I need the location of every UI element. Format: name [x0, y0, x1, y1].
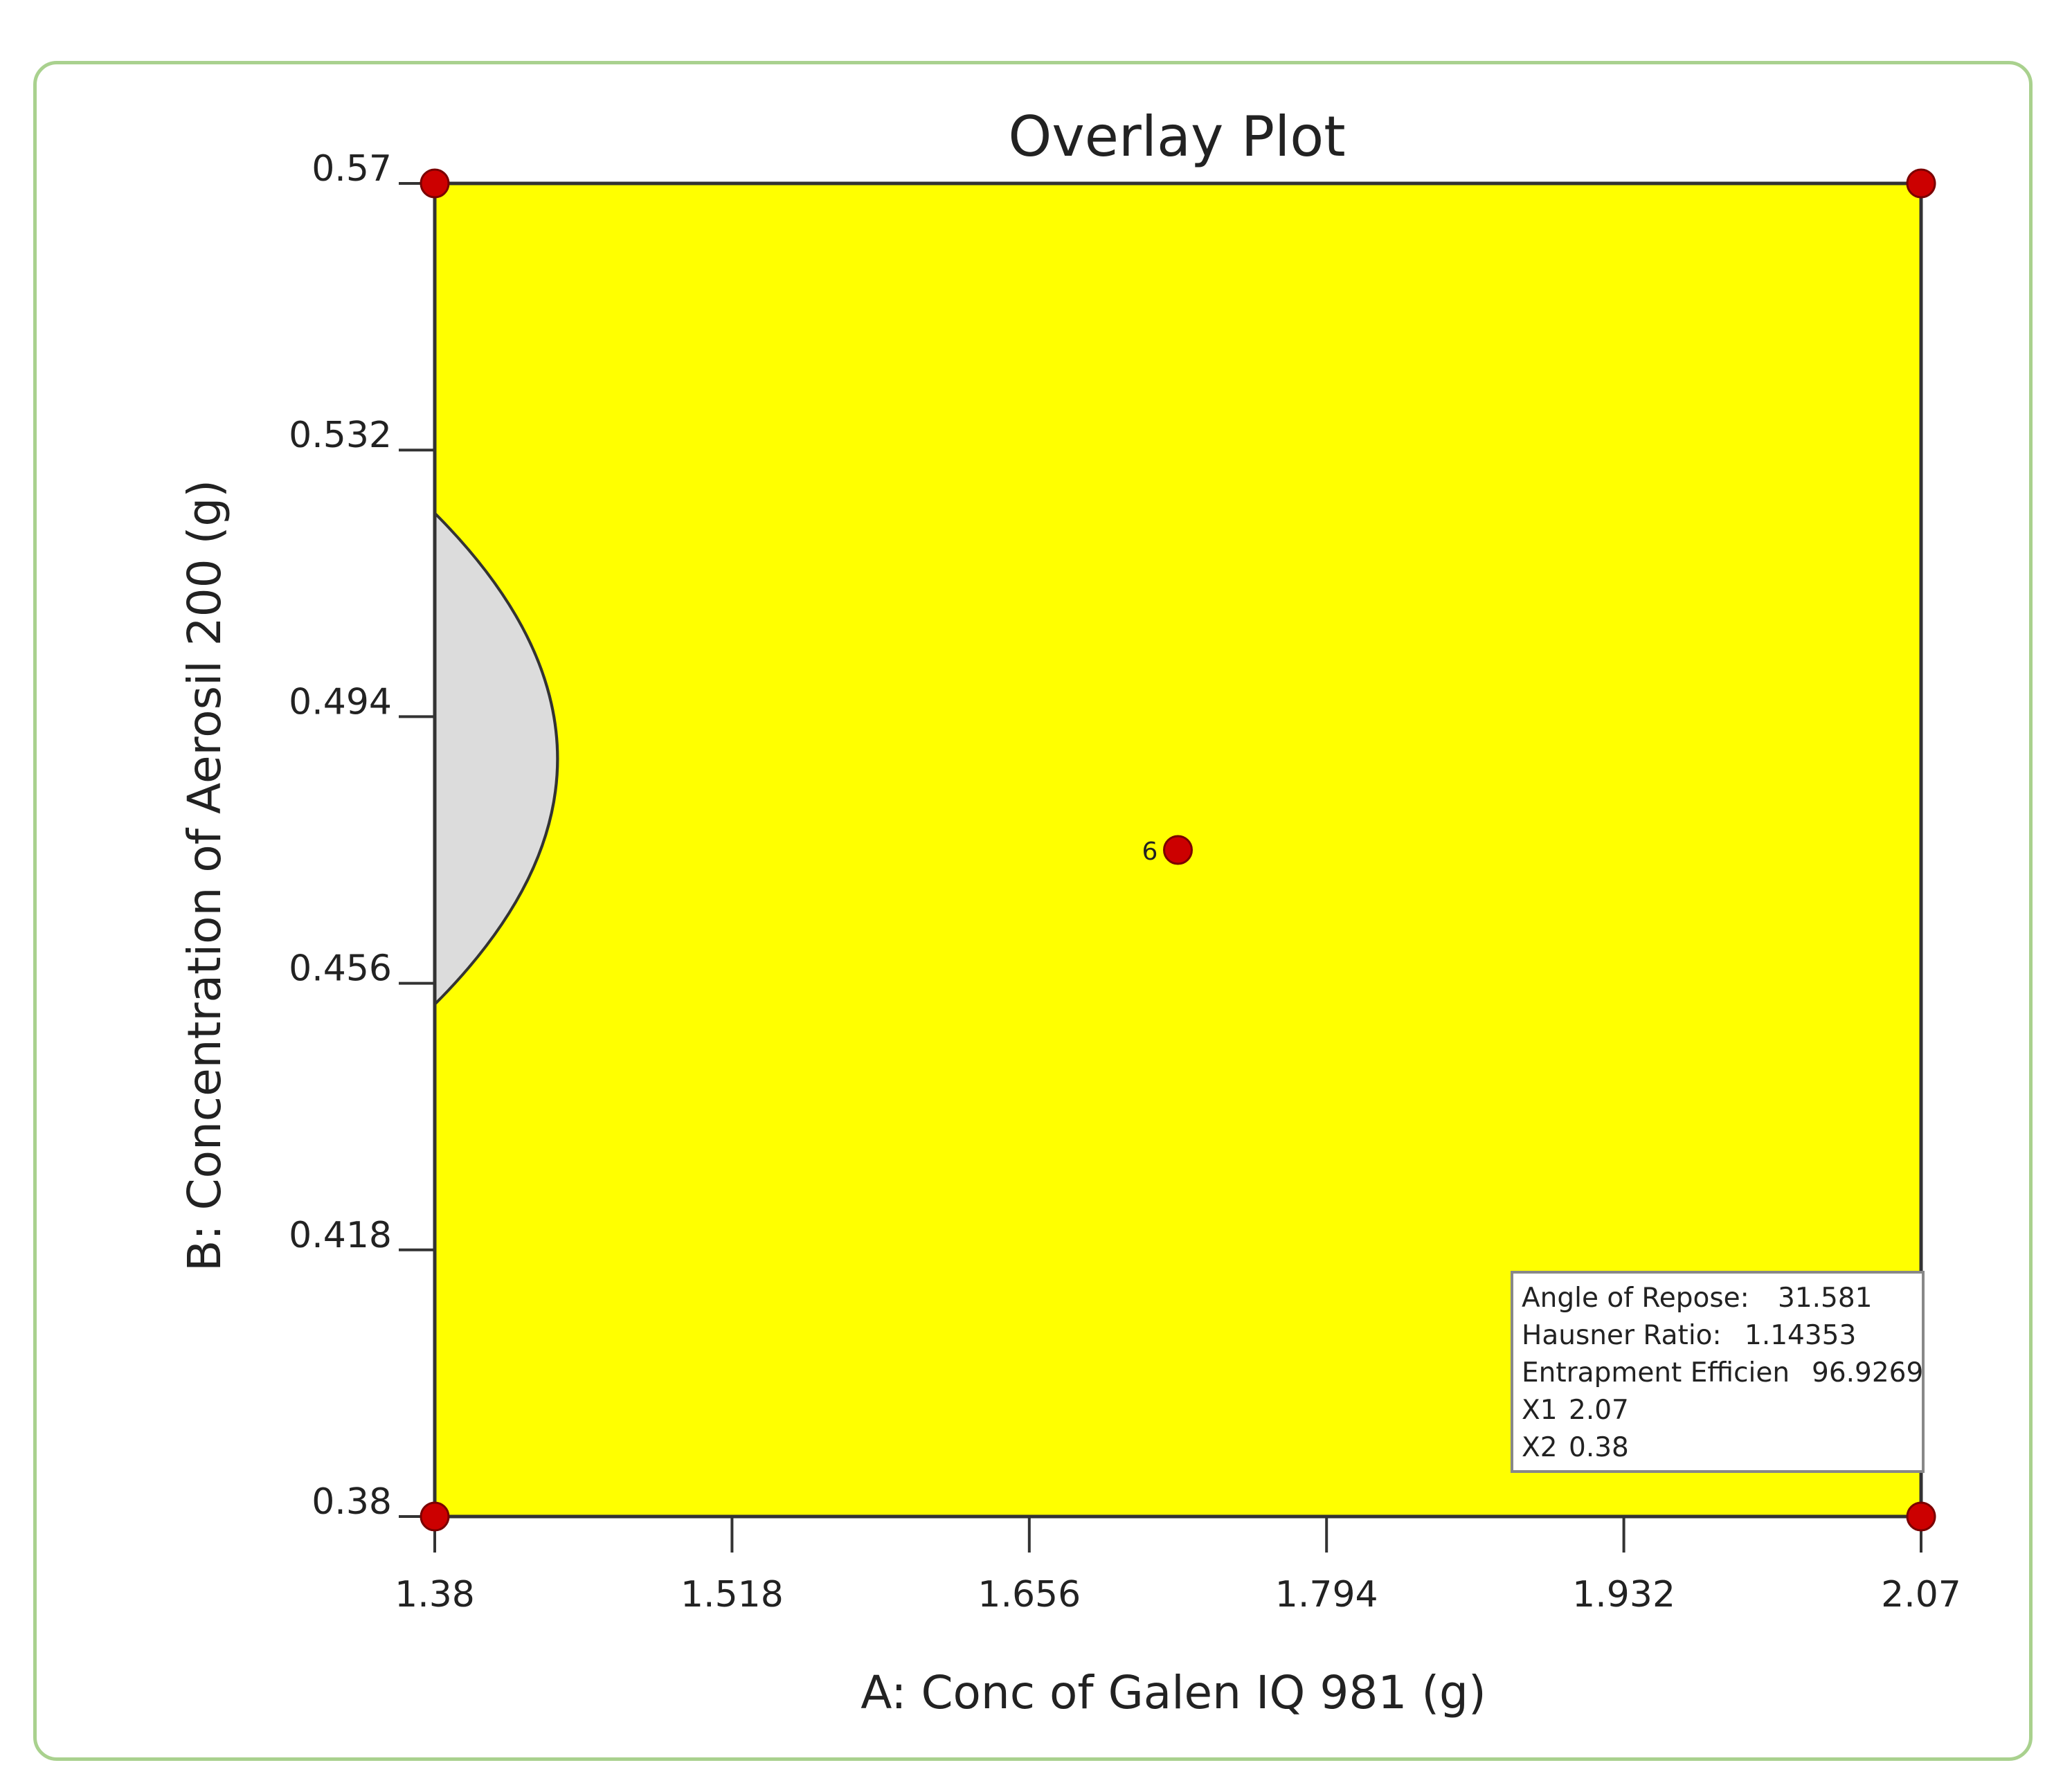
x-axis: 1.38 1.518 1.656 1.794 1.932 2.07: [395, 1517, 1961, 1615]
design-point-1: [420, 168, 450, 199]
flag-line-2-label: Hausner Ratio:: [1522, 1320, 1722, 1351]
flag-line-4-value: 2.07: [1569, 1395, 1629, 1426]
flag-box: Angle of Repose: 31.581 Hausner Ratio: 1…: [1511, 1271, 1925, 1473]
x-tick-label: 1.656: [978, 1574, 1081, 1615]
flag-line-1-label: Angle of Repose:: [1522, 1283, 1749, 1314]
y-tick-label: 0.418: [289, 1215, 392, 1256]
excluded-region: [433, 509, 559, 1008]
plot-border: [433, 181, 1923, 1519]
flag-line-4-label: X1: [1522, 1395, 1558, 1426]
x-tick-label: 1.932: [1572, 1574, 1675, 1615]
design-point-2: [1906, 168, 1936, 199]
y-tick-label: 0.456: [289, 948, 392, 990]
y-axis-label: B: Concentration of Aerosil 200 (g): [178, 480, 231, 1271]
flag-background: [1511, 1271, 1925, 1473]
design-points: 6: [420, 168, 1936, 1532]
y-tick-label: 0.57: [312, 148, 392, 190]
x-tick-label: 1.794: [1275, 1574, 1378, 1615]
flag-line-5-value: 0.38: [1569, 1432, 1629, 1463]
design-point-5: [1163, 835, 1193, 865]
flag-line-2-value: 1.14353: [1745, 1320, 1856, 1351]
x-axis-label: A: Conc of Galen IQ 981 (g): [861, 1666, 1486, 1719]
x-tick-label: 1.518: [681, 1574, 784, 1615]
flag-line-3-label: Entrapment Efficien: [1522, 1357, 1790, 1388]
design-point-label: 6: [1142, 838, 1158, 866]
y-tick-label: 0.38: [312, 1481, 392, 1523]
y-tick-label: 0.494: [289, 681, 392, 723]
y-tick-label: 0.532: [289, 415, 392, 456]
x-tick-label: 2.07: [1881, 1574, 1961, 1615]
chart-title: Overlay Plot: [1008, 105, 1345, 169]
y-axis: 0.38 0.418 0.456 0.494 0.532 0.57: [289, 148, 435, 1523]
design-point-4: [1906, 1501, 1936, 1532]
flag-line-1-value: 31.581: [1778, 1283, 1872, 1314]
x-tick-label: 1.38: [395, 1574, 475, 1615]
flag-line-5-label: X2: [1522, 1432, 1558, 1463]
design-point-3: [420, 1501, 450, 1532]
flag-line-3-value: 96.9269: [1812, 1357, 1923, 1388]
